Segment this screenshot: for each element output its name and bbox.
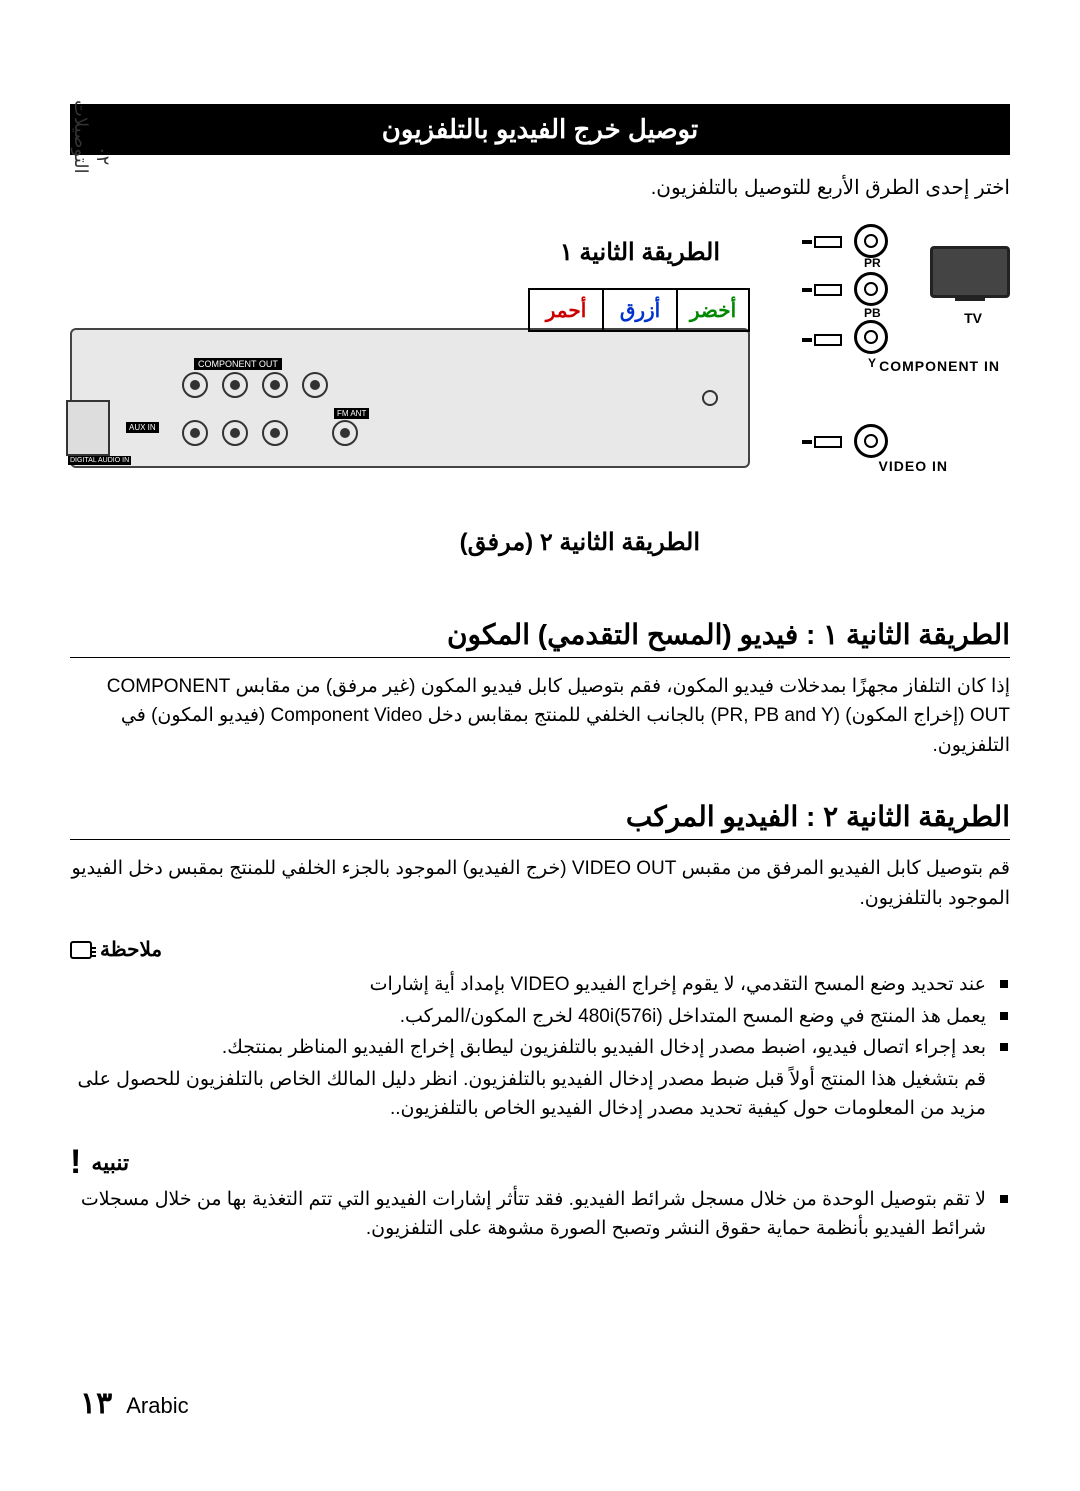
port-video xyxy=(854,424,888,458)
note-icon xyxy=(70,941,92,959)
screw-icon xyxy=(702,390,718,406)
component-out-label: COMPONENT OUT xyxy=(194,358,282,370)
note-bullet: بعد إجراء اتصال فيديو، اضبط مصدر إدخال ا… xyxy=(70,1033,986,1062)
color-legend: أخضر أزرق أحمر xyxy=(528,288,750,332)
color-blue: أزرق xyxy=(602,288,676,332)
component-in-label: COMPONENT IN xyxy=(879,358,1000,374)
plug-video xyxy=(814,428,842,456)
page-footer: ١٣ Arabic xyxy=(80,1386,189,1421)
connection-diagram: TV PR PB Y COMPONENT IN VIDEO IN xyxy=(70,218,1010,578)
jack xyxy=(182,420,208,446)
color-red: أحمر xyxy=(528,288,602,332)
tv-icon xyxy=(930,246,1010,298)
warn-icon: ! xyxy=(70,1149,81,1176)
method1-label: الطريقة الثانية ١ xyxy=(560,238,720,267)
color-green: أخضر xyxy=(676,288,750,332)
divider xyxy=(70,657,1010,658)
jack xyxy=(262,420,288,446)
page-number: ١٣ xyxy=(80,1386,112,1421)
jack xyxy=(182,372,208,398)
warn-list: لا تقم بتوصيل الوحدة من خلال مسجل شرائط … xyxy=(70,1185,1010,1244)
note-list: عند تحديد وضع المسح التقدمي، لا يقوم إخر… xyxy=(70,970,1010,1062)
section2-text: قم بتوصيل كابل الفيديو المرفق من مقبس VI… xyxy=(70,854,1010,913)
jack xyxy=(332,420,358,446)
section1-text: إذا كان التلفاز مجهزًا بمدخلات فيديو الم… xyxy=(70,672,1010,760)
lower-jacks xyxy=(182,420,358,446)
warn-label: تنبيه xyxy=(91,1150,129,1176)
warn-heading: تنبيه ! xyxy=(70,1149,1010,1176)
component-jacks xyxy=(182,372,328,398)
side-tab-num: ٠٢ xyxy=(92,100,114,166)
port-pr xyxy=(854,224,888,258)
jack xyxy=(302,372,328,398)
video-in-label: VIDEO IN xyxy=(879,458,948,474)
plug-pb xyxy=(814,276,842,304)
port-y xyxy=(854,320,888,354)
digital-label: DIGITAL AUDIO IN xyxy=(68,456,131,465)
note-tail: قم بتشغيل هذا المنتج أولاً قبل ضبط مصدر … xyxy=(70,1065,1010,1124)
side-tab-label: التوصيلات xyxy=(71,100,91,174)
optical-block xyxy=(66,400,110,456)
plug-pr xyxy=(814,228,842,256)
component-ports: PR PB Y xyxy=(854,218,888,360)
method2-label: الطريقة الثانية ٢ (مرفق) xyxy=(460,528,700,557)
label-y: Y xyxy=(868,356,876,370)
jack xyxy=(222,372,248,398)
plug-y xyxy=(814,326,842,354)
warn-bullet: لا تقم بتوصيل الوحدة من خلال مسجل شرائط … xyxy=(70,1185,986,1244)
note-bullet: عند تحديد وضع المسح التقدمي، لا يقوم إخر… xyxy=(70,970,986,999)
aux-in-label: AUX IN xyxy=(126,422,159,433)
tv-label: TV xyxy=(964,310,982,326)
jack xyxy=(222,420,248,446)
section2-heading: الطريقة الثانية ٢ : الفيديو المركب xyxy=(70,800,1010,833)
tv-panel: TV PR PB Y COMPONENT IN VIDEO IN xyxy=(770,218,1010,508)
side-tab: ٠٢ التوصيلات xyxy=(70,100,114,174)
jack xyxy=(262,372,288,398)
port-pb xyxy=(854,272,888,306)
label-pb: PB xyxy=(864,306,881,320)
note-bullet: يعمل هذ المنتج في وضع المسح المتداخل 480… xyxy=(70,1002,986,1031)
note-heading: ملاحظة xyxy=(70,937,1010,962)
note-label: ملاحظة xyxy=(100,937,162,962)
section1-heading: الطريقة الثانية ١ : فيديو (المسح التقدمي… xyxy=(70,618,1010,651)
device-back-panel: COMPONENT OUT FM ANT AUX IN DIGITAL AUDI… xyxy=(70,328,750,468)
page-lang: Arabic xyxy=(126,1393,188,1419)
label-pr: PR xyxy=(864,256,881,270)
intro-text: اختر إحدى الطرق الأربع للتوصيل بالتلفزيو… xyxy=(70,175,1010,200)
title-bar: توصيل خرج الفيديو بالتلفزيون xyxy=(70,104,1010,155)
divider xyxy=(70,839,1010,840)
fm-ant-label: FM ANT xyxy=(334,408,369,419)
